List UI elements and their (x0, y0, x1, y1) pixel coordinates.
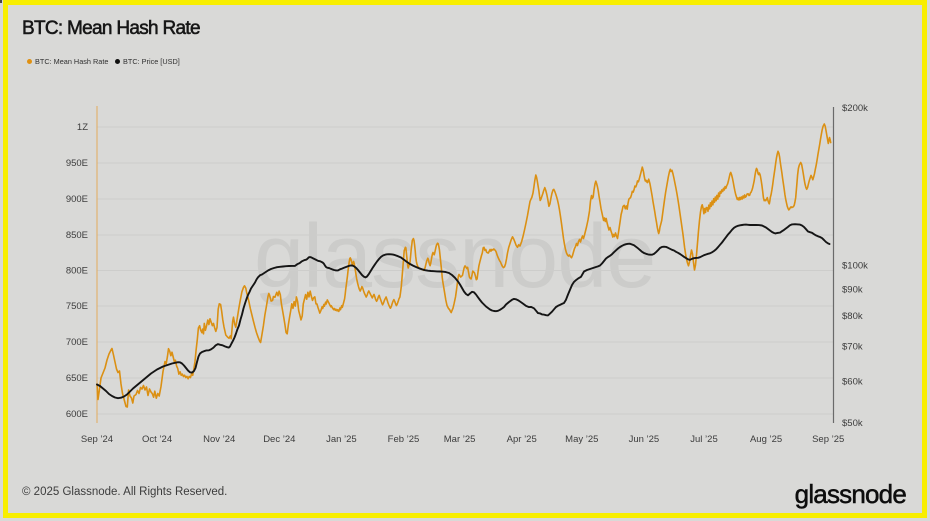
svg-text:$90k: $90k (842, 285, 863, 296)
svg-text:$80k: $80k (842, 311, 863, 322)
svg-text:700E: 700E (66, 337, 88, 348)
svg-text:$50k: $50k (842, 418, 863, 429)
svg-text:900E: 900E (66, 194, 88, 205)
svg-text:Sep ’25: Sep ’25 (812, 434, 844, 445)
svg-text:650E: 650E (66, 373, 88, 384)
svg-text:Dec ’24: Dec ’24 (263, 434, 295, 445)
svg-text:Sep ’24: Sep ’24 (81, 434, 113, 445)
svg-text:$100k: $100k (842, 261, 868, 272)
svg-text:600E: 600E (66, 409, 88, 420)
svg-text:Mar ’25: Mar ’25 (444, 434, 476, 445)
svg-text:Jan ’25: Jan ’25 (326, 434, 357, 445)
svg-text:Oct ’24: Oct ’24 (142, 434, 172, 445)
svg-text:850E: 850E (66, 230, 88, 241)
svg-text:Aug ’25: Aug ’25 (750, 434, 782, 445)
svg-text:$200k: $200k (842, 103, 868, 114)
svg-text:Nov ’24: Nov ’24 (203, 434, 235, 445)
svg-text:1Z: 1Z (77, 122, 88, 133)
svg-text:Feb ’25: Feb ’25 (388, 434, 420, 445)
svg-text:Jul ’25: Jul ’25 (690, 434, 717, 445)
svg-text:950E: 950E (66, 158, 88, 169)
svg-text:Apr ’25: Apr ’25 (507, 434, 537, 445)
svg-text:$60k: $60k (842, 377, 863, 388)
svg-text:800E: 800E (66, 266, 88, 277)
svg-text:$70k: $70k (842, 342, 863, 353)
svg-text:750E: 750E (66, 301, 88, 312)
svg-text:May ’25: May ’25 (565, 434, 598, 445)
svg-text:Jun ’25: Jun ’25 (629, 434, 660, 445)
